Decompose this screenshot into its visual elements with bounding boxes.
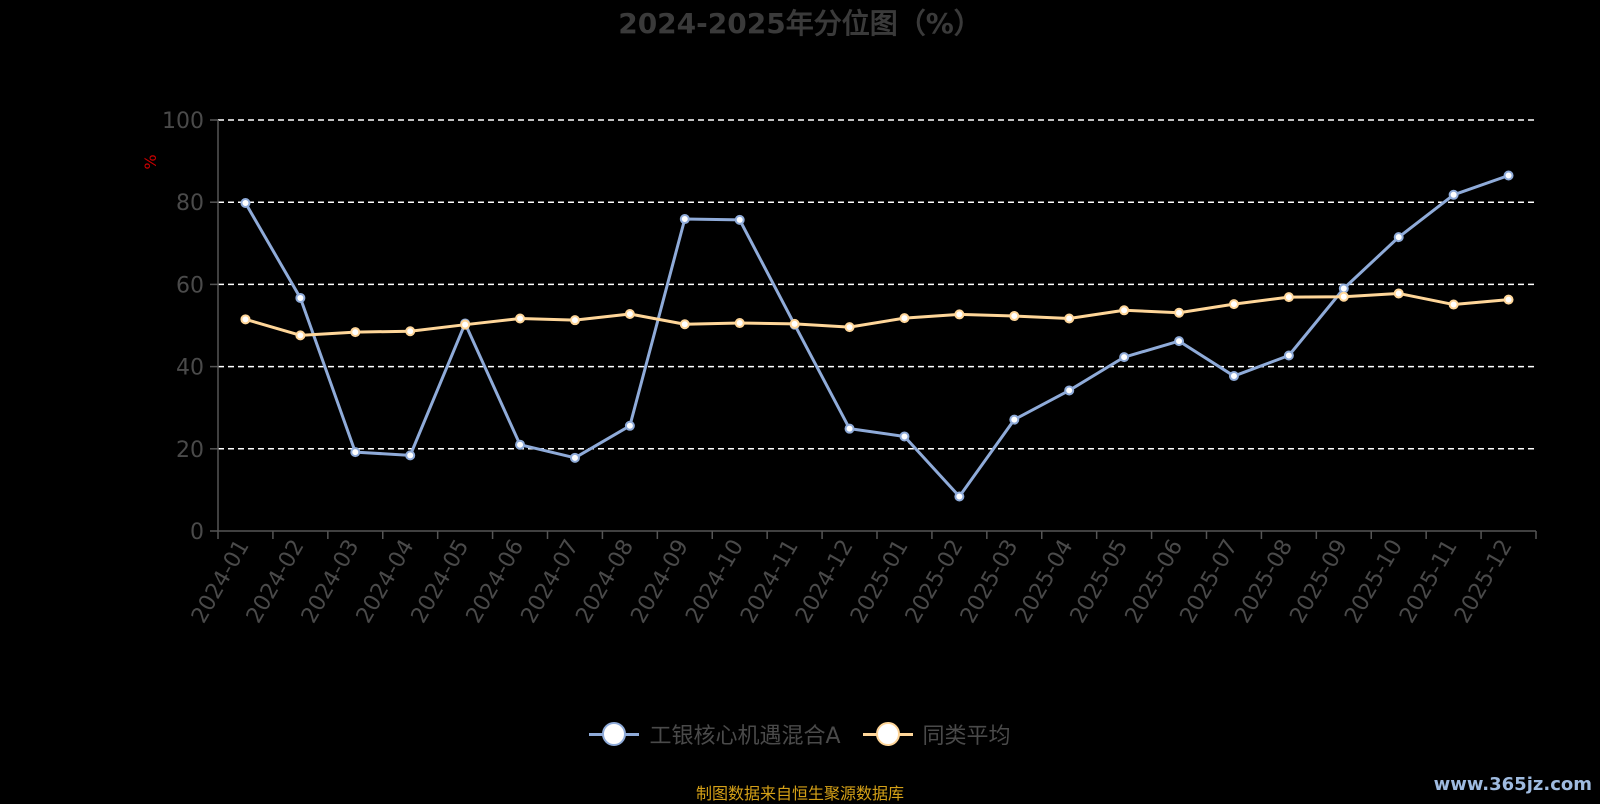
data-point-0-2025-02: [954, 491, 965, 502]
source-note: 制图数据来自恒生聚源数据库: [695, 784, 904, 803]
data-point-0-2024-01: [240, 198, 251, 209]
data-point-0-2025-04: [1064, 385, 1075, 396]
data-point-1-2025-04: [1064, 313, 1075, 324]
legend-item-series-0[interactable]: 工银核心机遇混合A: [589, 718, 841, 750]
y-tick-label-80: 80: [176, 191, 204, 216]
data-point-1-2025-08: [1283, 292, 1294, 303]
data-point-0-2024-06: [515, 439, 526, 450]
watermark: www.365jz.com: [1433, 774, 1592, 795]
y-tick-label-20: 20: [176, 438, 204, 463]
y-tick-label-100: 100: [162, 109, 204, 134]
legend-item-series-1[interactable]: 同类平均: [862, 718, 1011, 750]
legend: 工银核心机遇混合A 同类平均: [0, 718, 1600, 750]
data-point-0-2025-08: [1283, 350, 1294, 361]
legend-swatch-series-1: [862, 720, 913, 748]
legend-swatch-series-0: [589, 720, 640, 748]
data-point-0-2024-08: [624, 420, 635, 431]
data-point-1-2024-02: [295, 330, 306, 341]
data-point-0-2024-07: [569, 452, 580, 463]
data-point-1-2024-04: [405, 326, 416, 337]
data-point-1-2024-01: [240, 314, 251, 325]
data-point-0-2025-07: [1228, 371, 1239, 382]
data-point-1-2024-11: [789, 318, 800, 329]
chart-title: 2024-2025年分位图（%）: [618, 7, 982, 40]
data-point-1-2024-09: [679, 319, 690, 330]
y-tick-label-40: 40: [176, 356, 204, 381]
data-point-0-2024-10: [734, 214, 745, 225]
data-point-1-2024-08: [624, 308, 635, 319]
series-line-1: [245, 291, 1509, 337]
data-point-0-2025-03: [1009, 414, 1020, 425]
y-axis-label: %: [141, 154, 160, 169]
data-point-0-2024-04: [405, 450, 416, 461]
data-point-1-2025-01: [899, 313, 910, 324]
data-point-1-2025-03: [1009, 311, 1020, 322]
data-point-1-2024-03: [350, 327, 361, 338]
data-point-1-2024-10: [734, 318, 745, 329]
data-point-0-2025-05: [1119, 352, 1130, 363]
legend-label-series-1: 同类平均: [922, 724, 1011, 749]
data-point-1-2024-06: [515, 313, 526, 324]
data-point-1-2024-12: [844, 322, 855, 333]
data-point-1-2025-05: [1119, 305, 1130, 316]
data-point-0-2025-09: [1338, 283, 1349, 294]
data-point-1-2025-12: [1503, 294, 1514, 305]
data-point-0-2024-09: [679, 214, 690, 225]
data-point-1-2025-09: [1338, 291, 1349, 302]
data-point-1-2025-11: [1448, 299, 1459, 310]
series-line-0: [244, 174, 1510, 498]
data-point-1-2024-05: [460, 319, 471, 330]
y-tick-label-60: 60: [176, 273, 204, 298]
data-point-0-2024-03: [350, 447, 361, 458]
data-point-1-2025-06: [1174, 307, 1185, 318]
data-point-1-2025-07: [1228, 299, 1239, 310]
data-point-0-2025-12: [1503, 170, 1514, 181]
data-point-0-2024-12: [844, 423, 855, 434]
data-point-0-2025-06: [1174, 336, 1185, 347]
data-point-0-2025-10: [1393, 232, 1404, 243]
data-point-1-2025-10: [1393, 288, 1404, 299]
data-point-1-2024-07: [569, 315, 580, 326]
data-point-0-2025-11: [1448, 189, 1459, 200]
data-point-1-2025-02: [954, 309, 965, 320]
legend-label-series-0: 工银核心机遇混合A: [649, 724, 841, 749]
data-point-0-2024-02: [295, 292, 306, 303]
data-point-0-2025-01: [899, 431, 910, 442]
y-tick-label-0: 0: [190, 520, 204, 545]
